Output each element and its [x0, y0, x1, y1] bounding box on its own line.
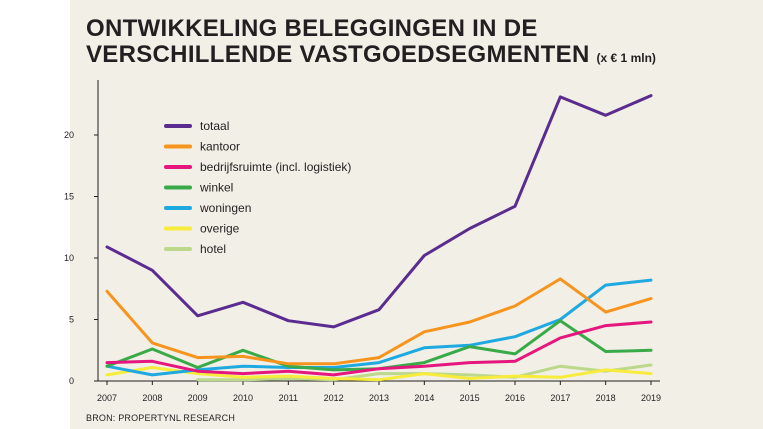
legend-label: overige [200, 222, 240, 236]
series-line-bedrijfsruimte [105, 320, 653, 377]
chart-series-lines [105, 94, 653, 382]
x-tick-label: 2012 [324, 393, 344, 403]
page-margin [0, 0, 70, 429]
legend-label: woningen [199, 201, 251, 215]
y-tick-label: 20 [64, 130, 74, 140]
legend-label: winkel [199, 181, 233, 195]
legend-label: totaal [200, 119, 229, 133]
y-tick-label: 15 [64, 192, 74, 202]
chart-title-line-2-text: VERSCHILLENDE VASTGOEDSEGMENTEN [86, 41, 590, 68]
x-tick-label: 2007 [97, 393, 117, 403]
x-tick-label: 2011 [279, 393, 298, 403]
x-tick-label: 2014 [414, 393, 434, 403]
x-tick-label: 2008 [142, 393, 162, 403]
chart-legend: totaal kantoor bedrijfsruimte (incl. logis… [164, 119, 351, 256]
y-tick-label: 0 [69, 376, 74, 386]
x-tick-label: 2016 [505, 393, 525, 403]
x-tick-label: 2019 [641, 393, 661, 403]
x-tick-label: 2010 [233, 393, 253, 403]
chart-axes: 0 5 10 15 20 2007 2008 2009 2010 2011 2012 2013 2014… [64, 80, 661, 403]
chart-unit: (x € 1 mln) [596, 51, 656, 65]
series-line-overige [105, 366, 653, 382]
series-line-kantoor [105, 277, 653, 366]
legend-label: hotel [200, 242, 226, 256]
x-tick-label: 2015 [460, 393, 480, 403]
x-tick-label: 2009 [188, 393, 208, 403]
x-tick-label: 2017 [550, 393, 570, 403]
chart-title: ONTWIKKELING BELEGGINGEN IN DE VERSCHILL… [86, 16, 656, 71]
series-line-totaal [105, 94, 653, 329]
x-tick-label: 2018 [596, 393, 616, 403]
y-tick-label: 5 [69, 315, 74, 325]
source-note: BRON: PROPERTYNL RESEARCH [86, 413, 236, 423]
x-tick-label: 2013 [369, 393, 389, 403]
chart-title-line-1: ONTWIKKELING BELEGGINGEN IN DE [86, 15, 538, 42]
y-tick-label: 10 [64, 253, 74, 263]
legend-label: kantoor [200, 140, 240, 154]
legend-label: bedrijfsruimte (incl. logistiek) [200, 160, 351, 174]
chart-title-line-2: VERSCHILLENDE VASTGOEDSEGMENTEN (x € 1 m… [86, 42, 656, 71]
